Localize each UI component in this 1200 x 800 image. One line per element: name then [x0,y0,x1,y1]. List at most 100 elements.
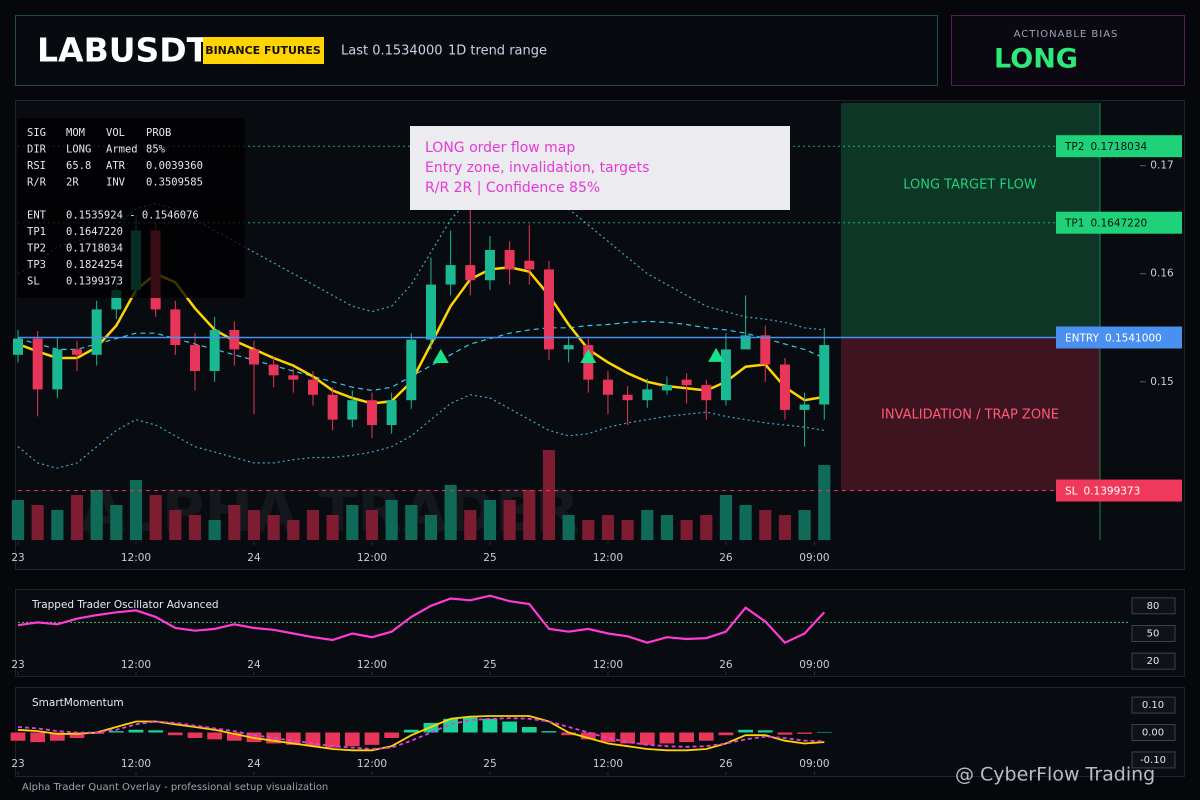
momentum-bar [639,732,655,745]
x-tick-label: 23 [11,659,24,671]
volume-bar [365,510,379,540]
volume-bar [306,510,320,540]
volume-bar [385,500,398,540]
momentum-line [17,717,825,750]
candle-body [701,385,712,401]
y-tick-box [1131,597,1176,615]
info-cell: VOL [106,127,125,139]
volume-bar [523,490,536,540]
volume-bar [582,520,595,540]
x-tick-label: 12:00 [121,552,151,564]
momentum-bar [698,732,714,741]
x-tick-label: 09:00 [799,552,829,564]
momentum-bar [521,727,537,733]
momentum-bar [620,732,635,744]
signal-marker [708,347,725,362]
volume-bar [70,495,84,540]
candle-body [170,309,181,346]
momentum-bar [167,732,183,736]
momentum-bar [384,732,400,738]
candle-body [229,329,240,350]
x-tick-label: 26 [719,758,733,770]
volume-bar [90,490,103,540]
volume-bar [149,495,162,540]
y-tick-label: 0.15 [1150,376,1173,388]
last-price: Last 0.1534000 [341,44,443,59]
y-tick-label: 0.10 [1142,700,1164,711]
x-tick-label: 24 [247,552,261,564]
info-cell: TP1 [27,226,46,238]
info-panel [18,118,245,298]
x-tick-label: 26 [719,552,733,564]
volume-bar [188,515,202,540]
info-cell: 0.1647220 [66,226,123,238]
info-cell: 0.3509585 [146,177,203,189]
signal-marker [580,348,597,363]
panel-title: Trapped Trader Oscillator Advanced [31,599,219,611]
momentum-bar [443,718,459,733]
x-tick-label: 12:00 [593,758,623,770]
candle-body [13,338,23,355]
volume-bar [110,505,123,540]
volume-bar [287,520,300,540]
volume-bar [11,500,25,540]
info-cell: TP3 [27,259,46,271]
candle-body [209,329,220,372]
volume-bar [51,510,64,540]
volume-bar [778,515,792,540]
x-tick-label: 12:00 [593,552,623,564]
volume-bar [641,510,654,540]
x-tick-label: 12:00 [357,552,387,564]
momentum-bar [679,732,694,743]
bias-label: ACTIONABLE BIAS [1014,29,1119,40]
level-name: ENTRY [1065,333,1100,345]
candle-body [799,404,810,410]
y-tick-box [1131,696,1176,714]
signal-marker [432,348,449,363]
candle-body [602,379,613,395]
level-label: ENTRY 0.1541000 [1065,333,1162,345]
info-cell: 0.1399373 [66,276,123,288]
candle-body [681,379,692,386]
x-tick-label: 25 [483,552,496,564]
overlay-line [17,394,825,469]
candle-body [268,364,279,376]
y-tick-label: 0.00 [1142,728,1164,739]
info-cell: TP2 [27,243,46,255]
panel-title: SmartMomentum [32,697,124,709]
bias-panel [951,15,1185,86]
volume-bar [346,505,359,540]
volume-bar [818,465,831,540]
momentum-bar [207,732,223,740]
level-label: SL 0.1399373 [1065,486,1140,498]
candle-body [543,269,554,350]
header-panel [15,15,938,86]
y-tick-label: 0.17 [1150,160,1173,172]
volume-bar [700,515,713,540]
momentum-bar [10,732,26,741]
y-tick-box [1131,652,1176,670]
info-cell: PROB [146,127,171,139]
level-tag [1056,211,1182,234]
x-tick-label: 26 [719,659,733,671]
momentum-bar [580,732,596,740]
y-tick-box [1131,724,1176,741]
candle-body [779,364,790,410]
momentum-bar [561,732,576,736]
x-tick-label: 12:00 [121,659,151,671]
overlay-line [17,320,825,392]
info-cell: 0.1824254 [66,259,123,271]
candle-body [465,265,476,281]
y-tick-label: 80 [1147,601,1160,612]
candle-body [52,349,63,390]
momentum-bar [502,721,518,733]
x-tick-label: 12:00 [593,659,623,671]
volume-bar [444,485,457,540]
level-tag [1056,135,1182,158]
range-label: 1D trend range [448,44,547,59]
volume-bar [621,520,634,540]
x-tick-label: 09:00 [799,758,829,770]
oscillator-panel [15,589,1185,677]
candle-body [189,345,200,372]
